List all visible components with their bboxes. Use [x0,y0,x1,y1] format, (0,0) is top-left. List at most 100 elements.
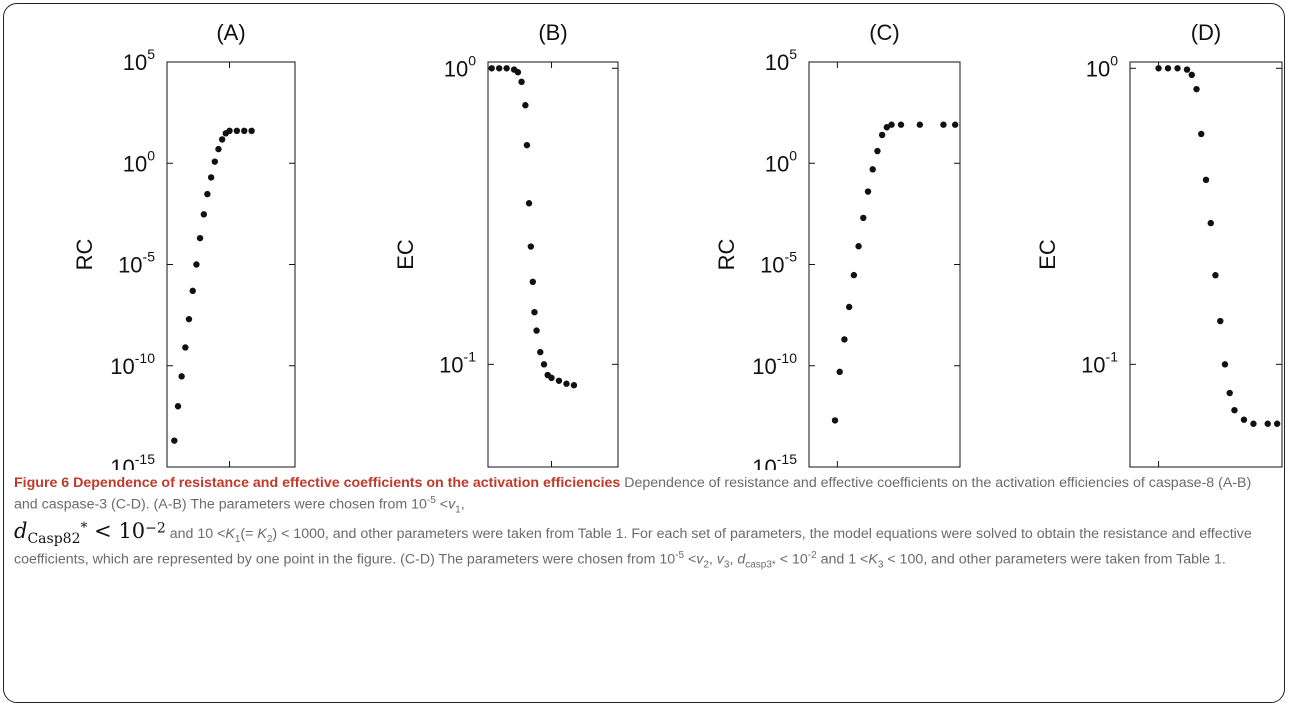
data-point [1183,66,1191,73]
data-point [1155,65,1162,72]
data-point [1202,176,1210,184]
data-point [241,127,248,135]
y-tick-label: 10-1 [1081,348,1118,377]
data-point [529,278,537,286]
data-point [207,174,215,181]
data-point [1250,420,1257,427]
data-point [548,374,555,382]
data-point [1164,65,1172,72]
data-point [883,124,891,131]
data-point [193,261,200,268]
data-point [860,214,867,222]
data-point [495,65,503,72]
data-point [503,65,510,72]
data-point [878,131,886,139]
data-point [897,121,905,128]
data-point [1198,130,1205,138]
y-axis-label: RC [72,239,97,271]
data-point [523,141,531,149]
data-point [248,127,255,135]
data-point [527,243,535,250]
y-tick-label: 100 [444,52,476,81]
y-tick-label: 100 [123,147,155,176]
data-point [1207,219,1214,227]
data-point [570,382,578,389]
y-tick-label: 105 [123,46,155,75]
data-point [218,136,226,143]
data-point [540,361,548,368]
plot-area [808,61,961,468]
data-point [874,147,881,155]
data-point [916,121,924,128]
data-point [178,373,185,380]
data-point [1226,389,1233,397]
y-tick-label: 10-5 [760,249,797,278]
data-point [200,211,208,218]
data-point [563,380,570,387]
data-point [951,121,959,128]
y-tick-label: 105 [765,46,797,75]
data-point [185,315,193,323]
data-point [522,102,529,109]
data-point [204,190,211,198]
data-point [226,127,233,135]
data-point [211,158,219,165]
data-point [1212,272,1219,279]
data-point [1273,420,1281,427]
data-point [940,121,947,128]
plot-area [487,61,619,468]
data-point [1231,406,1238,414]
y-tick-label: 10-15 [752,451,797,470]
data-point [533,327,540,334]
plot-area [1129,61,1283,468]
data-point [215,145,222,153]
figure-caption: Figure 6 Dependence of resistance and ef… [14,474,1276,573]
data-point [1174,65,1181,72]
data-point [831,417,839,424]
data-point [869,166,876,173]
data-point [196,234,204,242]
data-point [514,68,522,76]
data-point [841,336,848,343]
data-point [855,243,862,250]
data-point [537,348,544,356]
data-point [189,287,196,295]
data-point [845,303,853,311]
plot-area [166,61,296,468]
data-point [182,344,189,351]
data-point [171,437,178,444]
panel-label: (D) [1191,20,1222,45]
data-point [1221,361,1229,368]
panel-label: (A) [216,20,245,45]
y-axis-label: EC [1035,239,1060,270]
data-point [531,308,538,316]
y-axis-label: EC [393,239,418,270]
y-tick-label: 10-10 [110,350,155,379]
y-tick-label: 10-15 [110,451,155,470]
data-point [864,188,872,195]
data-point [555,377,563,384]
data-point [1217,317,1224,325]
data-point [525,200,533,207]
data-point [836,368,843,376]
data-point [174,403,182,410]
y-tick-label: 100 [765,147,797,176]
panel-label: (B) [538,20,567,45]
figure-plots: (A)10510010-510-1010-15100RCACasp8(B)100… [72,20,1283,470]
data-point [488,65,495,72]
y-tick-label: 10-10 [752,350,797,379]
caption-title: Figure 6 Dependence of resistance and ef… [14,475,621,491]
y-axis-label: RC [714,239,739,271]
panel-label: (C) [869,20,900,45]
data-point [850,271,858,279]
data-point [1188,71,1195,79]
data-point [233,127,241,135]
figure-frame [3,3,1285,703]
data-point [1193,85,1200,93]
caption-paragraph: Figure 6 Dependence of resistance and ef… [14,475,1252,571]
data-point [1240,416,1248,423]
y-tick-label: 10-1 [439,348,476,377]
